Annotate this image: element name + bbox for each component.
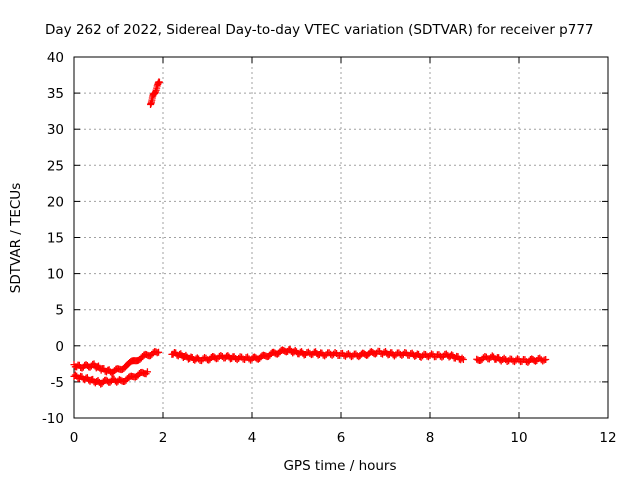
x-tick-label: 6: [337, 430, 346, 446]
x-tick-label: 4: [248, 430, 257, 446]
y-tick-label: 15: [47, 231, 64, 247]
x-tick-label: 0: [70, 430, 79, 446]
series-segment-2: [70, 368, 151, 388]
y-tick-label: 30: [47, 122, 64, 138]
y-tick-label: 10: [47, 267, 64, 283]
series-segment-5: [473, 352, 550, 366]
x-tick-label: 12: [599, 430, 616, 446]
y-tick-label: -5: [51, 375, 64, 391]
y-tick-label: 25: [47, 158, 64, 174]
series-segment-1: [70, 348, 163, 377]
data-point: [155, 348, 163, 356]
y-tick-label: -10: [42, 411, 64, 427]
grid-lines: [74, 57, 608, 418]
x-axis-label: GPS time / hours: [283, 458, 396, 474]
y-tick-label: 20: [47, 194, 64, 210]
x-tick-label: 10: [510, 430, 527, 446]
axis-ticks: 0 2 4 6 8 10 12 -10 -5 0 5 10 15 20 25 30 35 40: [42, 50, 617, 446]
x-tick-label: 8: [426, 430, 435, 446]
y-tick-label: 0: [55, 339, 64, 355]
y-tick-label: 35: [47, 86, 64, 102]
data-point: [458, 354, 466, 362]
data-point: [542, 356, 550, 364]
series-segment-4: [168, 345, 467, 365]
x-tick-label: 2: [159, 430, 168, 446]
y-tick-label: 40: [47, 50, 64, 66]
data-point: [459, 356, 467, 364]
chart-title: Day 262 of 2022, Sidereal Day-to-day VTE…: [45, 22, 594, 38]
series-segment-3: [147, 78, 163, 108]
data-point: [155, 78, 163, 86]
data-point: [143, 368, 151, 376]
y-tick-label: 5: [55, 303, 64, 319]
y-axis-label: SDTVAR / TECUs: [8, 183, 24, 293]
data-series: [70, 78, 550, 388]
